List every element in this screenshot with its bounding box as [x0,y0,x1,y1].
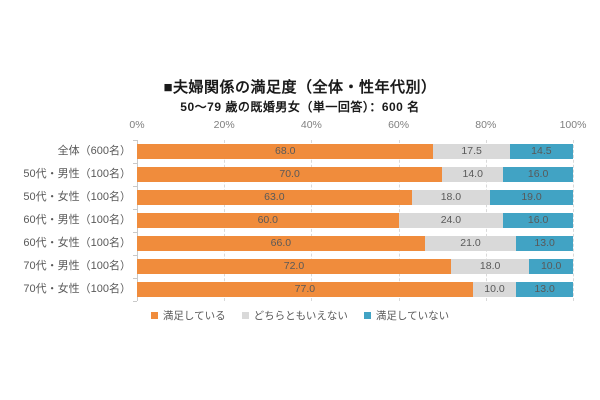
value-label: 77.0 [294,283,316,295]
legend-label: 満足していない [375,309,450,322]
y-axis-tick [133,163,137,164]
legend-label: どちらともいえない [253,309,348,322]
bar-segment: 21.0 [424,236,517,251]
value-label: 16.0 [527,214,549,226]
value-label: 72.0 [283,260,305,272]
value-label: 18.0 [440,191,462,203]
bar-segment: 16.0 [503,213,573,228]
y-axis-tick [133,278,137,279]
value-label: 21.0 [460,237,481,249]
legend-item: 満足していない [363,308,450,323]
bar-segment: 70.0 [137,167,443,182]
y-axis-tick [133,140,137,141]
value-label: 10.0 [484,283,505,295]
y-axis-tick [133,186,137,187]
x-axis-tick-label: 40% [300,119,322,131]
x-axis-labels: 0% 20% 40% 60% 80% 100% [129,119,586,132]
bar-segment: 68.0 [137,144,434,159]
legend-marker [241,311,249,319]
x-axis-tick-label: 0% [129,119,145,131]
bar-segment: 14.0 [442,167,504,182]
bar-row: 63.0 18.0 19.0 [137,190,573,205]
bar-segment: 72.0 [137,259,451,274]
gridline [573,140,574,301]
legend-label: 満足している [162,309,226,322]
bar-segment: 10.0 [529,259,573,274]
category-label: 70代・男性（100名） [23,260,131,272]
chart-subtitle: 50～79 歳の既婚男女（単一回答）：600 名 [180,100,420,114]
category-label: 全体（600名） [57,145,131,157]
bar-row: 68.0 17.5 14.5 [137,144,573,159]
bar-segment: 13.0 [516,236,573,251]
plot-area: 68.0 17.5 14.5 70.0 14.0 16.0 63.0 18.0 19.0 60.0… [133,140,574,302]
value-label: 16.0 [527,168,549,180]
bar-row: 66.0 21.0 13.0 [137,236,573,251]
category-label: 60代・女性（100名） [23,237,131,249]
category-label: 60代・男性（100名） [23,214,131,226]
bar-segment: 14.5 [509,144,573,159]
legend: 満足している どちらともいえない 満足していない [0,307,600,323]
category-label: 50代・女性（100名） [23,191,131,203]
x-axis-tick-label: 80% [475,119,497,131]
bar-segment: 13.0 [516,282,573,297]
bar-segment: 18.0 [450,259,530,274]
bar-segment: 77.0 [137,282,473,297]
value-label: 14.5 [531,145,552,157]
value-label: 60.0 [257,214,279,226]
bar-segment: 16.0 [503,167,573,182]
value-label: 19.0 [521,191,542,203]
bar-segment: 60.0 [137,213,399,228]
bar-segment: 10.0 [472,282,517,297]
category-label: 70代・女性（100名） [23,283,131,295]
value-label: 24.0 [440,214,462,226]
y-axis-tick [133,209,137,210]
value-label: 63.0 [264,191,285,203]
value-label: 17.5 [461,145,482,157]
value-label: 68.0 [275,145,296,157]
y-axis-tick [133,301,137,302]
value-label: 13.0 [534,237,555,249]
legend-item: 満足している [150,308,226,323]
legend-marker [363,311,371,319]
value-label: 10.0 [540,260,562,272]
bar-row: 72.0 18.0 10.0 [137,259,573,274]
category-label: 50代・男性（100名） [23,168,131,180]
bar-segment: 19.0 [490,190,573,205]
y-axis-tick [133,255,137,256]
bar-segment: 63.0 [137,190,412,205]
x-axis-tick-label: 20% [213,119,235,131]
bar-segment: 18.0 [411,190,491,205]
legend-item: どちらともいえない [241,308,348,323]
bar-segment: 66.0 [137,236,425,251]
bar-row: 70.0 14.0 16.0 [137,167,573,182]
bar-segment: 24.0 [398,213,504,228]
x-axis-tick-label: 100% [559,119,587,131]
chart-title: ■夫婦関係の満足度（全体・性年代別） [163,79,437,96]
legend-marker [150,311,158,319]
bar-segment: 17.5 [433,144,510,159]
y-axis-tick [133,232,137,233]
value-label: 14.0 [462,168,483,180]
x-axis-tick-label: 60% [388,119,410,131]
value-label: 13.0 [534,283,555,295]
value-label: 70.0 [279,168,300,180]
value-label: 66.0 [270,237,292,249]
bar-row: 77.0 10.0 13.0 [137,282,573,297]
value-label: 18.0 [479,260,501,272]
bar-row: 60.0 24.0 16.0 [137,213,573,228]
